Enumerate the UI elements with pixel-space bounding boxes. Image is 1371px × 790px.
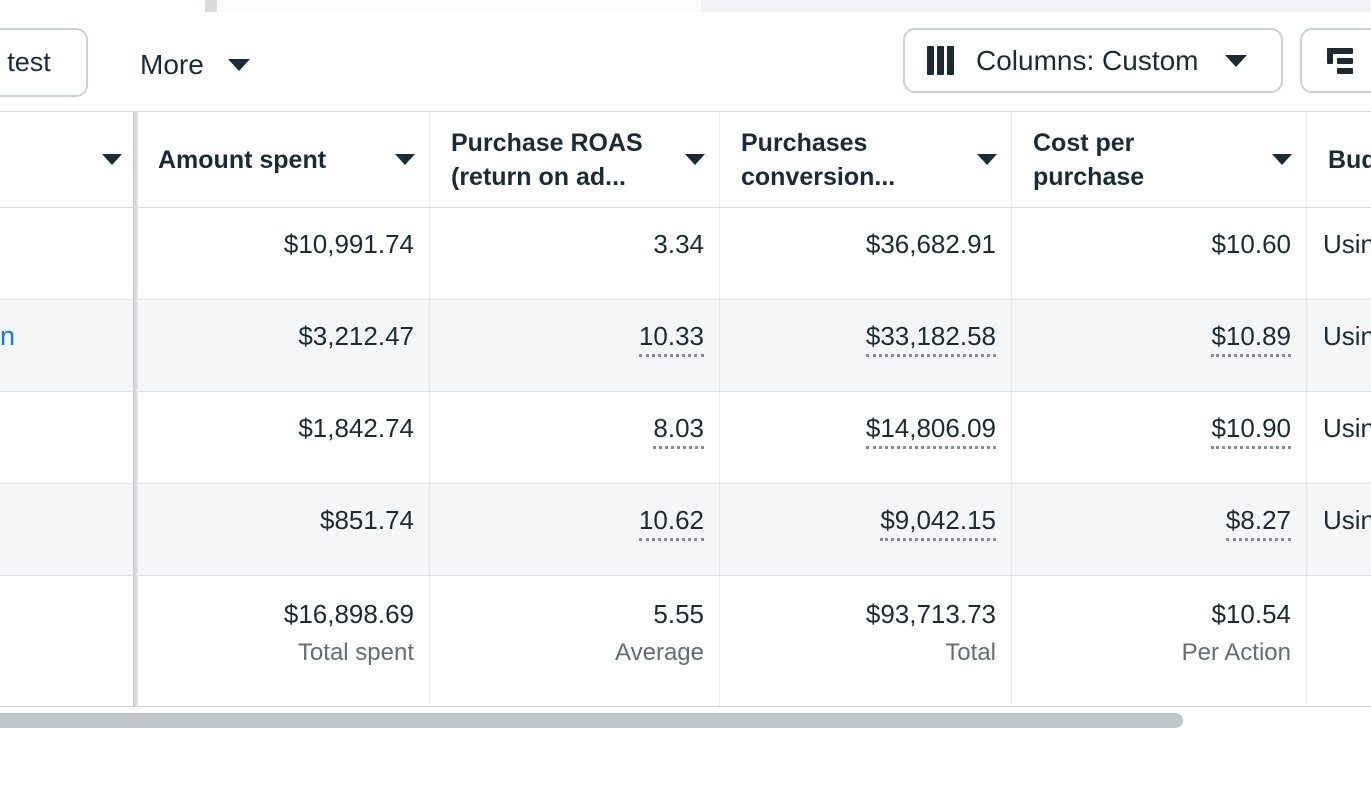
chevron-down-icon[interactable] <box>1272 154 1292 165</box>
column-header-label: Purchases conversion... <box>741 128 896 191</box>
tab-strip-segment-2 <box>701 0 1371 12</box>
test-button-label: test <box>7 47 51 77</box>
cost-per-purchase-cell[interactable]: $10.90 <box>1012 392 1307 483</box>
more-label: More <box>140 49 204 80</box>
chevron-down-icon[interactable] <box>102 154 122 165</box>
total-value: $16,898.69 <box>283 599 414 629</box>
column-header-amount-spent[interactable]: Amount spent <box>137 112 430 207</box>
cost-per-purchase-cell[interactable]: $8.27 <box>1012 484 1307 575</box>
campaigns-table: Amount spent Purchase ROAS (return on ad.… <box>0 111 1371 707</box>
totals-name-cell <box>0 576 137 706</box>
campaign-name-cell <box>0 208 137 299</box>
tab-strip-gap <box>698 0 701 12</box>
purchases-conversion-cell[interactable]: $14,806.09 <box>720 392 1012 483</box>
toolbar: test More Columns: Custom <box>0 12 1371 111</box>
chevron-down-icon[interactable] <box>977 154 997 165</box>
more-menu-button[interactable]: More <box>140 48 250 82</box>
total-value: $93,713.73 <box>865 599 996 629</box>
columns-button-label: Columns: Custom <box>976 44 1199 76</box>
chevron-down-icon <box>1224 54 1247 67</box>
totals-row: $16,898.69 Total spent 5.55 Average $93,… <box>0 576 1371 707</box>
table-row[interactable]: $851.74 10.62 $9,042.15 $8.27 Using <box>0 484 1371 576</box>
test-button[interactable]: test <box>0 28 88 97</box>
purchase-roas-cell[interactable]: 10.62 <box>430 484 720 575</box>
columns-icon <box>927 46 954 75</box>
totals-budget-cell <box>1307 576 1371 706</box>
budget-cell: Using <box>1323 413 1371 443</box>
campaign-name-cell <box>0 484 137 575</box>
column-header-label: Amount spent <box>158 145 327 174</box>
purchase-roas-cell: 3.34 <box>430 208 720 299</box>
column-header-cost-per-purchase[interactable]: Cost per purchase <box>1012 112 1307 207</box>
total-label: Average <box>615 639 704 666</box>
table-row[interactable]: $1,842.74 8.03 $14,806.09 $10.90 Using <box>0 392 1371 484</box>
totals-amount-spent: $16,898.69 Total spent <box>137 576 430 706</box>
chevron-down-icon[interactable] <box>395 154 415 165</box>
table-row[interactable]: n $3,212.47 10.33 $33,182.58 $10.89 Usin… <box>0 300 1371 392</box>
cost-per-purchase-cell: $10.60 <box>1012 208 1307 299</box>
amount-spent-cell: $10,991.74 <box>137 208 430 299</box>
table-row[interactable]: $10,991.74 3.34 $36,682.91 $10.60 Using <box>0 208 1371 300</box>
table-header-row: Amount spent Purchase ROAS (return on ad.… <box>0 112 1371 208</box>
tab-strip-segment <box>217 0 698 12</box>
budget-cell: Using <box>1323 505 1371 535</box>
chevron-down-icon <box>227 59 250 71</box>
tab-strip-divider <box>205 0 217 12</box>
column-header-name[interactable] <box>0 112 137 207</box>
totals-cost-per-purchase: $10.54 Per Action <box>1012 576 1307 706</box>
purchases-conversion-cell: $36,682.91 <box>720 208 1012 299</box>
purchases-conversion-cell[interactable]: $33,182.58 <box>720 300 1012 391</box>
purchase-roas-cell[interactable]: 10.33 <box>430 300 720 391</box>
amount-spent-cell: $3,212.47 <box>137 300 430 391</box>
column-header-purchases-conversion[interactable]: Purchases conversion... <box>720 112 1012 207</box>
column-header-budget[interactable]: Budget <box>1307 112 1371 207</box>
purchase-roas-cell[interactable]: 8.03 <box>430 392 720 483</box>
tab-strip <box>0 0 1371 12</box>
chevron-down-icon[interactable] <box>685 154 705 165</box>
columns-button[interactable]: Columns: Custom <box>903 28 1283 93</box>
purchases-conversion-cell[interactable]: $9,042.15 <box>720 484 1012 575</box>
totals-purchases-conversion: $93,713.73 Total <box>720 576 1012 706</box>
cost-per-purchase-cell[interactable]: $10.89 <box>1012 300 1307 391</box>
budget-cell: Using <box>1323 321 1371 351</box>
total-value: $10.54 <box>1211 599 1291 629</box>
tab-strip-active-segment <box>0 0 205 12</box>
totals-purchase-roas: 5.55 Average <box>430 576 720 706</box>
campaign-name-cell <box>0 392 137 483</box>
amount-spent-cell: $1,842.74 <box>137 392 430 483</box>
column-header-label: Cost per purchase <box>1033 128 1145 191</box>
total-label: Total spent <box>297 639 414 666</box>
budget-cell: Using <box>1323 229 1371 259</box>
column-header-purchase-roas[interactable]: Purchase ROAS (return on ad... <box>430 112 720 207</box>
total-label: Per Action <box>1181 639 1291 666</box>
horizontal-scrollbar-thumb[interactable] <box>0 713 1183 728</box>
campaign-name-cell[interactable]: n <box>0 300 137 391</box>
total-value: 5.55 <box>653 599 704 629</box>
frozen-column-divider[interactable] <box>133 112 138 707</box>
campaign-name-link[interactable]: n <box>0 321 16 351</box>
amount-spent-cell: $851.74 <box>137 484 430 575</box>
breakdown-button[interactable] <box>1300 28 1371 93</box>
total-label: Total <box>945 639 996 666</box>
breakdown-icon <box>1327 47 1353 74</box>
column-header-label: Purchase ROAS (return on ad... <box>451 128 643 191</box>
column-header-label: Budget <box>1328 145 1371 174</box>
